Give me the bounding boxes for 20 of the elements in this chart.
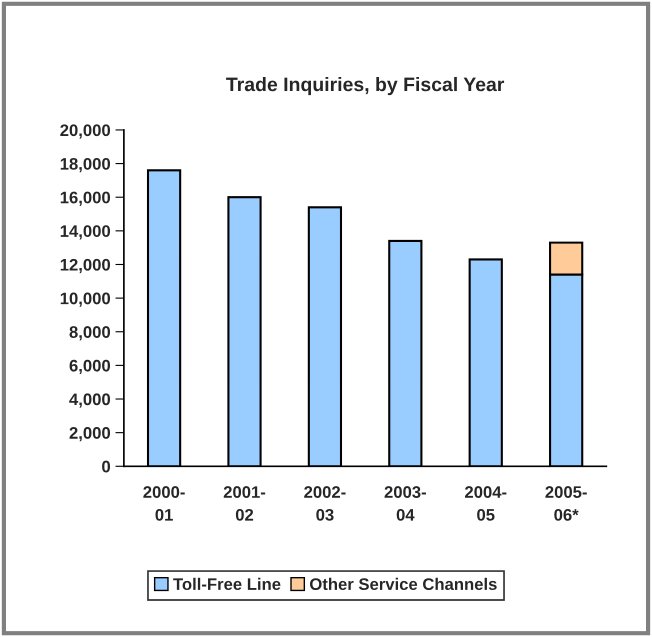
x-tick-label: 2004- 05 bbox=[465, 486, 506, 521]
y-tick-label: 8,000 bbox=[70, 326, 110, 340]
x-tick-label: 2001- 02 bbox=[224, 486, 266, 521]
x-tick-label: 2002- 03 bbox=[304, 486, 346, 521]
legend-label: Toll-Free Line bbox=[173, 578, 280, 590]
y-tick-label: 10,000 bbox=[60, 292, 110, 307]
y-tick-label: 2,000 bbox=[70, 427, 110, 442]
y-tick-label: 6,000 bbox=[70, 360, 110, 374]
y-tick-label: 20,000 bbox=[60, 124, 110, 139]
x-tick-label: 2000- 01 bbox=[143, 486, 185, 521]
y-tick-label: 4,000 bbox=[69, 393, 110, 408]
legend-label: Other Service Channels bbox=[310, 578, 497, 590]
chart-title: Trade Inquiries, by Fiscal Year bbox=[226, 76, 504, 96]
y-tick-label: 14,000 bbox=[60, 225, 110, 240]
x-tick-label: 2005- 06* bbox=[545, 486, 587, 521]
y-tick-label: 16,000 bbox=[60, 192, 110, 206]
y-tick-label: 0 bbox=[102, 460, 110, 472]
y-tick-label: 12,000 bbox=[60, 258, 110, 274]
y-tick-label: 18,000 bbox=[60, 158, 110, 172]
x-tick-label: 2003- 04 bbox=[384, 486, 426, 521]
